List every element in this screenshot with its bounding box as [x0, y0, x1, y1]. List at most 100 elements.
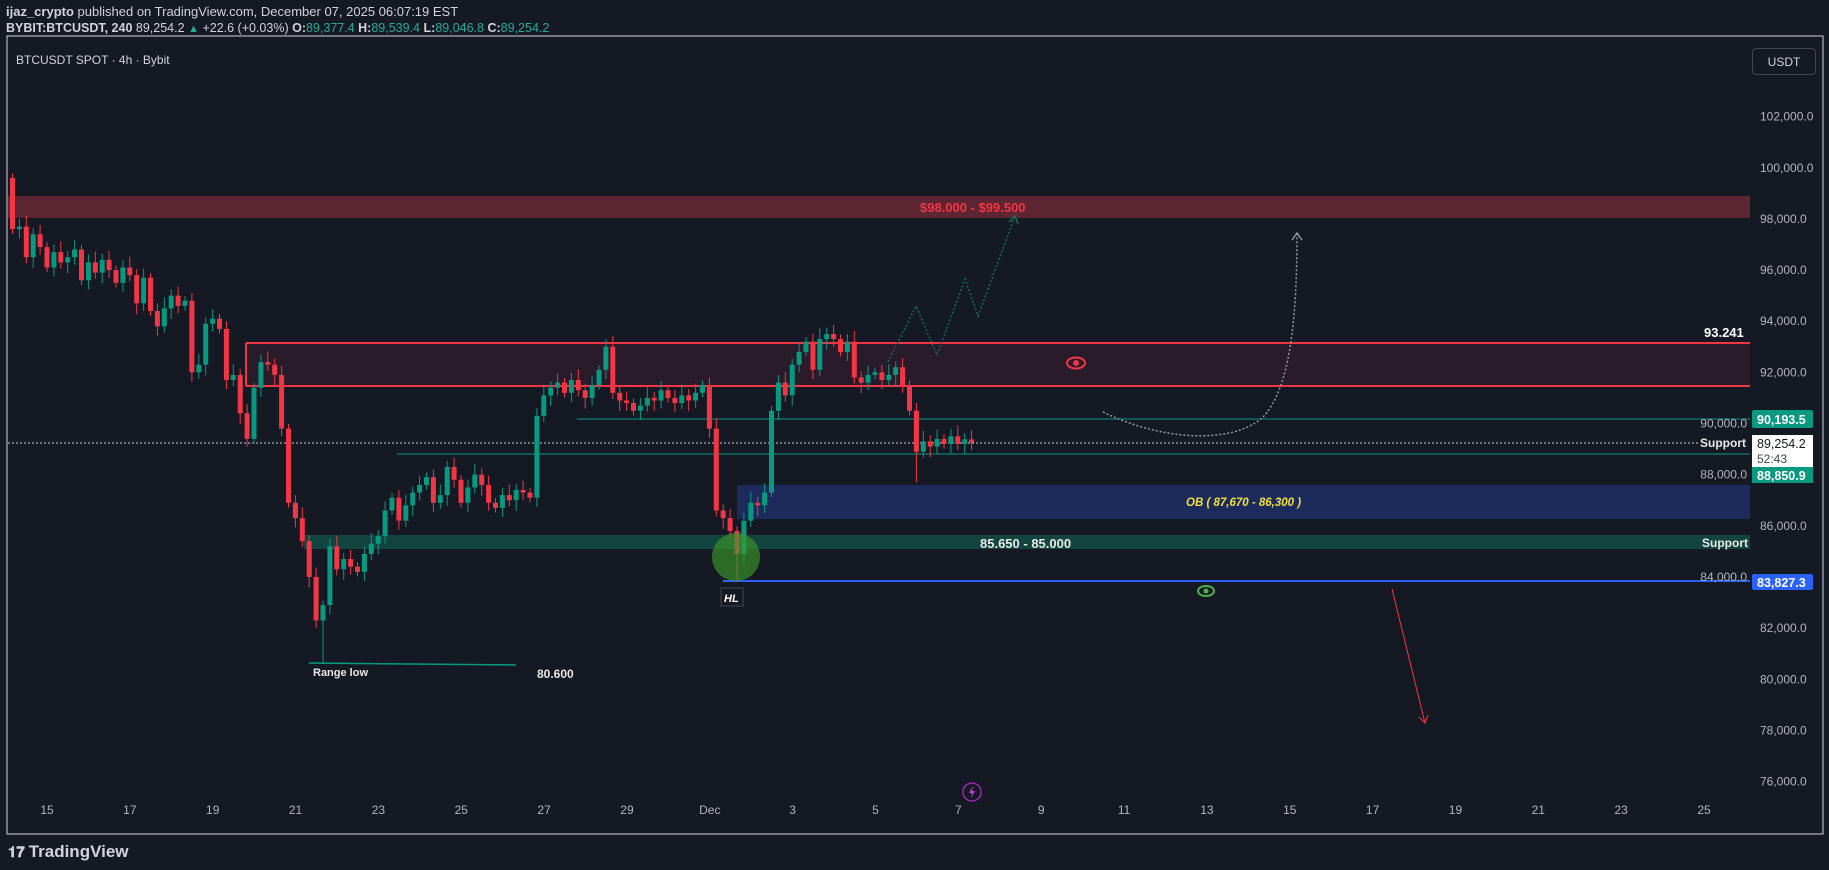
time-tick-label: 17 — [123, 803, 137, 817]
support-zone-label: 85.650 - 85.000 — [980, 536, 1071, 551]
candle — [306, 535, 312, 588]
candle-body — [789, 364, 795, 396]
candle-body — [617, 392, 623, 401]
candle-body — [920, 441, 926, 452]
range-low-line[interactable] — [308, 662, 517, 666]
candle — [824, 327, 830, 350]
candle — [762, 483, 768, 514]
candle — [637, 397, 643, 420]
candle — [582, 384, 588, 409]
candle — [679, 384, 685, 410]
tradingview-logo[interactable]: 𝟏𝟕 TradingView — [8, 842, 129, 862]
candle-body — [824, 333, 830, 340]
support-zone[interactable] — [304, 535, 1750, 549]
candle — [272, 358, 278, 386]
target-zone-label: $98.000 - $99.500 — [920, 200, 1026, 215]
candle-body — [589, 385, 595, 398]
candle-body — [265, 362, 271, 365]
low-value: 89,046.8 — [435, 21, 484, 35]
candle — [900, 358, 906, 393]
candle — [907, 380, 912, 416]
candle-body — [962, 439, 968, 444]
time-tick-label: 15 — [40, 803, 54, 817]
curved-projection-path[interactable] — [1102, 232, 1298, 437]
time-axis[interactable]: 15 17 19 21 23 25 27 29 Dec 3 5 7 9 11 13 15 17 19 21 23 25 — [40, 803, 1711, 817]
candle-body — [755, 502, 761, 506]
candle — [182, 296, 188, 311]
candle — [548, 381, 554, 407]
candle-body — [927, 441, 933, 447]
lightning-icon[interactable] — [962, 782, 982, 802]
candle — [589, 375, 595, 406]
order-block-zone[interactable] — [737, 485, 1750, 519]
candle-body — [817, 339, 823, 370]
candle — [424, 472, 429, 490]
candle — [85, 254, 91, 290]
bearish-arrow-line[interactable] — [1391, 588, 1426, 724]
candle-body — [520, 489, 526, 493]
candle-body — [562, 382, 567, 393]
candle-body — [472, 474, 478, 488]
time-tick-label: 21 — [1532, 803, 1546, 817]
candle — [327, 538, 333, 615]
bullish-projection-path[interactable] — [887, 215, 1016, 363]
time-tick-label: 23 — [1614, 803, 1628, 817]
candle-body — [120, 267, 126, 283]
time-tick-label: 29 — [620, 803, 634, 817]
candle-body — [775, 382, 781, 411]
time-tick-label: 15 — [1283, 803, 1297, 817]
candle — [223, 321, 229, 390]
candle — [693, 383, 699, 409]
candle — [251, 383, 257, 444]
candle-body — [410, 492, 416, 506]
candle — [437, 484, 443, 509]
candle-body — [375, 536, 381, 544]
candle-body — [796, 351, 802, 365]
high-label: H: — [358, 21, 372, 35]
candle-body — [72, 249, 78, 258]
candle — [803, 337, 809, 357]
time-tick-label: 19 — [206, 803, 220, 817]
tradingview-logo-text: TradingView — [28, 842, 129, 861]
candle — [334, 535, 340, 576]
candle-body — [782, 382, 788, 396]
candle-body — [713, 428, 719, 511]
candle — [106, 250, 112, 278]
eye-icon-green — [1197, 585, 1215, 597]
candle — [451, 457, 457, 488]
candle-body — [148, 277, 153, 311]
candle-body — [382, 510, 388, 537]
support-label-top: Support — [1700, 436, 1746, 450]
candle-body — [182, 300, 188, 306]
candle — [541, 384, 547, 422]
candle — [534, 408, 540, 507]
target-zone[interactable] — [8, 196, 1750, 218]
currency-button[interactable]: USDT — [1752, 48, 1816, 75]
candle — [775, 374, 781, 420]
candle-body — [858, 377, 864, 383]
candle-body — [403, 505, 409, 521]
candle — [410, 486, 416, 517]
candle — [189, 293, 195, 382]
candle-body — [893, 367, 899, 375]
candle — [127, 256, 133, 282]
hl-highlight-circle[interactable] — [712, 533, 760, 581]
candle — [789, 358, 795, 407]
hl-label: HL — [724, 593, 739, 605]
candle — [527, 487, 533, 503]
candle — [658, 381, 664, 409]
candle — [396, 489, 402, 530]
candle-body — [348, 559, 354, 567]
price-tag-lower — [1752, 467, 1813, 483]
candle-body — [10, 177, 15, 230]
candle — [417, 475, 423, 501]
author-name[interactable]: ijaz_crypto — [6, 4, 74, 19]
current-price-tag — [1752, 435, 1813, 467]
supply-zone[interactable] — [246, 343, 1750, 386]
candle — [603, 339, 609, 379]
candle-body — [941, 438, 947, 444]
candle — [769, 406, 774, 498]
candle — [520, 480, 526, 501]
price-axis[interactable]: 102,000.0 100,000.0 98,000.0 96,000.0 94,000… — [1700, 110, 1813, 789]
